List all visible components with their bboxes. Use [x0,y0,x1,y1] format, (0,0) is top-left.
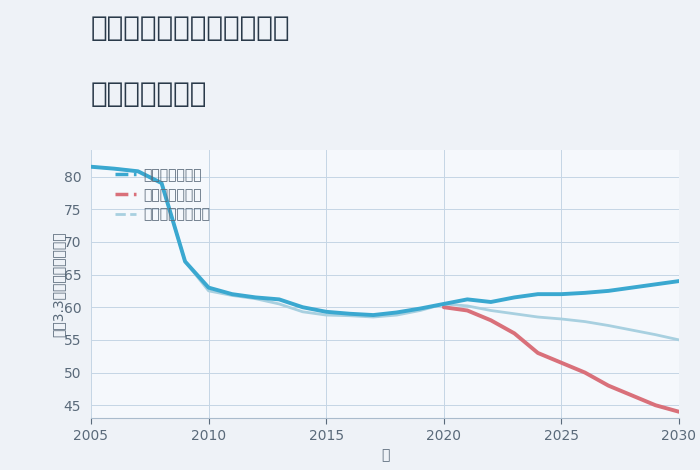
Legend: グッドシナリオ, バッドシナリオ, ノーマルシナリオ: グッドシナリオ, バッドシナリオ, ノーマルシナリオ [110,163,216,227]
Text: 奈良県奈良市二条大路南の: 奈良県奈良市二条大路南の [91,14,290,42]
Y-axis label: 平（3.3㎡）単価（万円）: 平（3.3㎡）単価（万円） [51,232,65,337]
Text: 土地の価格推移: 土地の価格推移 [91,80,207,108]
X-axis label: 年: 年 [381,448,389,462]
